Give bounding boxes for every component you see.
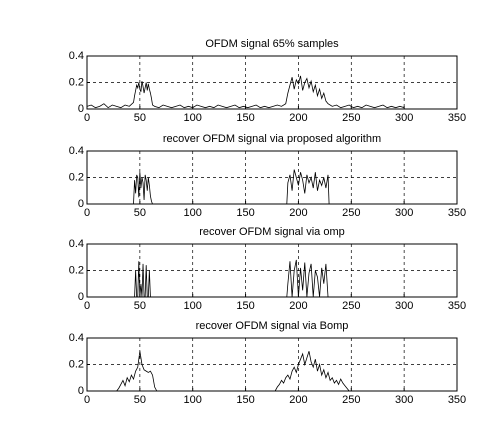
- x-tick-label: 200: [289, 207, 307, 219]
- x-tick-label: 300: [395, 300, 413, 312]
- subplot-title: recover OFDM signal via omp: [199, 226, 345, 238]
- signal-line: [87, 169, 405, 205]
- y-tick-label: 0: [78, 103, 84, 115]
- x-tick-label: 350: [448, 300, 466, 312]
- x-tick-label: 150: [236, 112, 254, 124]
- x-tick-label: 250: [342, 300, 360, 312]
- x-tick-label: 350: [448, 394, 466, 406]
- signal-line: [87, 259, 405, 298]
- subplot-title: OFDM signal 65% samples: [205, 38, 339, 50]
- y-tick-label: 0: [78, 198, 84, 210]
- x-tick-label: 200: [289, 394, 307, 406]
- y-tick-label: 0.4: [69, 238, 84, 250]
- x-tick-label: 150: [236, 394, 254, 406]
- subplot-title: recover OFDM signal via Bomp: [196, 320, 349, 332]
- x-tick-label: 100: [184, 207, 202, 219]
- x-tick-label: 250: [342, 112, 360, 124]
- x-tick-label: 250: [342, 207, 360, 219]
- x-tick-label: 50: [134, 207, 146, 219]
- x-tick-label: 350: [448, 207, 466, 219]
- y-tick-label: 0.2: [69, 171, 84, 183]
- y-tick-label: 0.2: [69, 264, 84, 276]
- y-tick-label: 0.2: [69, 76, 84, 88]
- x-tick-label: 0: [84, 300, 90, 312]
- x-tick-label: 250: [342, 394, 360, 406]
- y-tick-label: 0.2: [69, 358, 84, 370]
- x-tick-label: 300: [395, 394, 413, 406]
- x-tick-label: 100: [184, 112, 202, 124]
- x-tick-label: 200: [289, 300, 307, 312]
- x-tick-label: 50: [134, 394, 146, 406]
- y-tick-label: 0.4: [69, 332, 84, 344]
- x-tick-label: 0: [84, 394, 90, 406]
- x-tick-label: 300: [395, 112, 413, 124]
- x-tick-label: 150: [236, 300, 254, 312]
- x-tick-label: 0: [84, 112, 90, 124]
- x-tick-label: 100: [184, 394, 202, 406]
- y-tick-label: 0.4: [69, 50, 84, 62]
- signal-line: [86, 75, 405, 109]
- x-tick-label: 200: [289, 112, 307, 124]
- signal-line: [87, 351, 405, 392]
- x-tick-label: 300: [395, 207, 413, 219]
- y-tick-label: 0: [78, 385, 84, 397]
- y-tick-label: 0: [78, 291, 84, 303]
- x-tick-label: 150: [236, 207, 254, 219]
- x-tick-label: 50: [134, 300, 146, 312]
- x-tick-label: 0: [84, 207, 90, 219]
- x-tick-label: 50: [134, 112, 146, 124]
- y-tick-label: 0.4: [69, 145, 84, 157]
- x-tick-label: 100: [184, 300, 202, 312]
- subplot-title: recover OFDM signal via proposed algorit…: [163, 133, 381, 145]
- x-tick-label: 350: [448, 112, 466, 124]
